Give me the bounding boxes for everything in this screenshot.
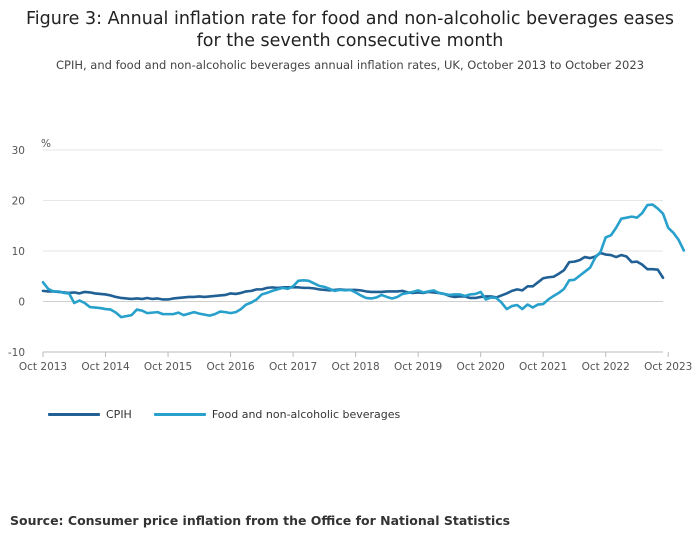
legend-item-food: Food and non-alcoholic beverages — [153, 408, 401, 421]
x-tick-label: Oct 2013 — [19, 361, 67, 373]
legend-label-cpih: CPIH — [106, 408, 132, 421]
x-tick-label: Oct 2019 — [394, 361, 442, 373]
chart-subtitle: CPIH, and food and non-alcoholic beverag… — [55, 58, 645, 72]
legend: CPIH Food and non-alcoholic beverages — [48, 408, 422, 421]
x-tick-label: Oct 2020 — [457, 361, 505, 373]
x-tick-label: Oct 2021 — [519, 361, 567, 373]
x-tick-label: Oct 2022 — [582, 361, 630, 373]
x-tick-label: Oct 2016 — [206, 361, 255, 373]
gridlines — [43, 149, 663, 353]
source-note: Source: Consumer price inflation from th… — [10, 513, 511, 528]
legend-item-cpih: CPIH — [48, 408, 132, 421]
series-line-food — [41, 203, 686, 319]
x-tick-label: Oct 2018 — [331, 361, 379, 373]
y-axis: -10 0 10 20 30% — [8, 138, 51, 359]
y-axis-label: % — [41, 138, 51, 150]
y-tick-label: 10 — [12, 246, 25, 258]
y-tick-label: 30 — [12, 145, 25, 157]
x-tick-label: Oct 2023 — [644, 361, 692, 373]
x-axis: Oct 2013 Oct 2014 Oct 2015 Oct 2016 Oct 2017… — [19, 351, 692, 373]
chart-title: Figure 3: Annual inflation rate for food… — [25, 9, 675, 51]
y-tick-label: 0 — [18, 297, 25, 309]
legend-swatch-food — [153, 413, 206, 416]
x-tick-label: Oct 2015 — [144, 361, 192, 373]
legend-swatch-cpih — [48, 413, 100, 416]
series-lines — [41, 203, 686, 319]
legend-label-food: Food and non-alcoholic beverages — [211, 408, 401, 421]
y-tick-label: -10 — [8, 347, 25, 359]
x-tick-label: Oct 2017 — [269, 361, 317, 373]
x-tick-label: Oct 2014 — [81, 361, 130, 373]
y-tick-label: 20 — [12, 196, 25, 208]
